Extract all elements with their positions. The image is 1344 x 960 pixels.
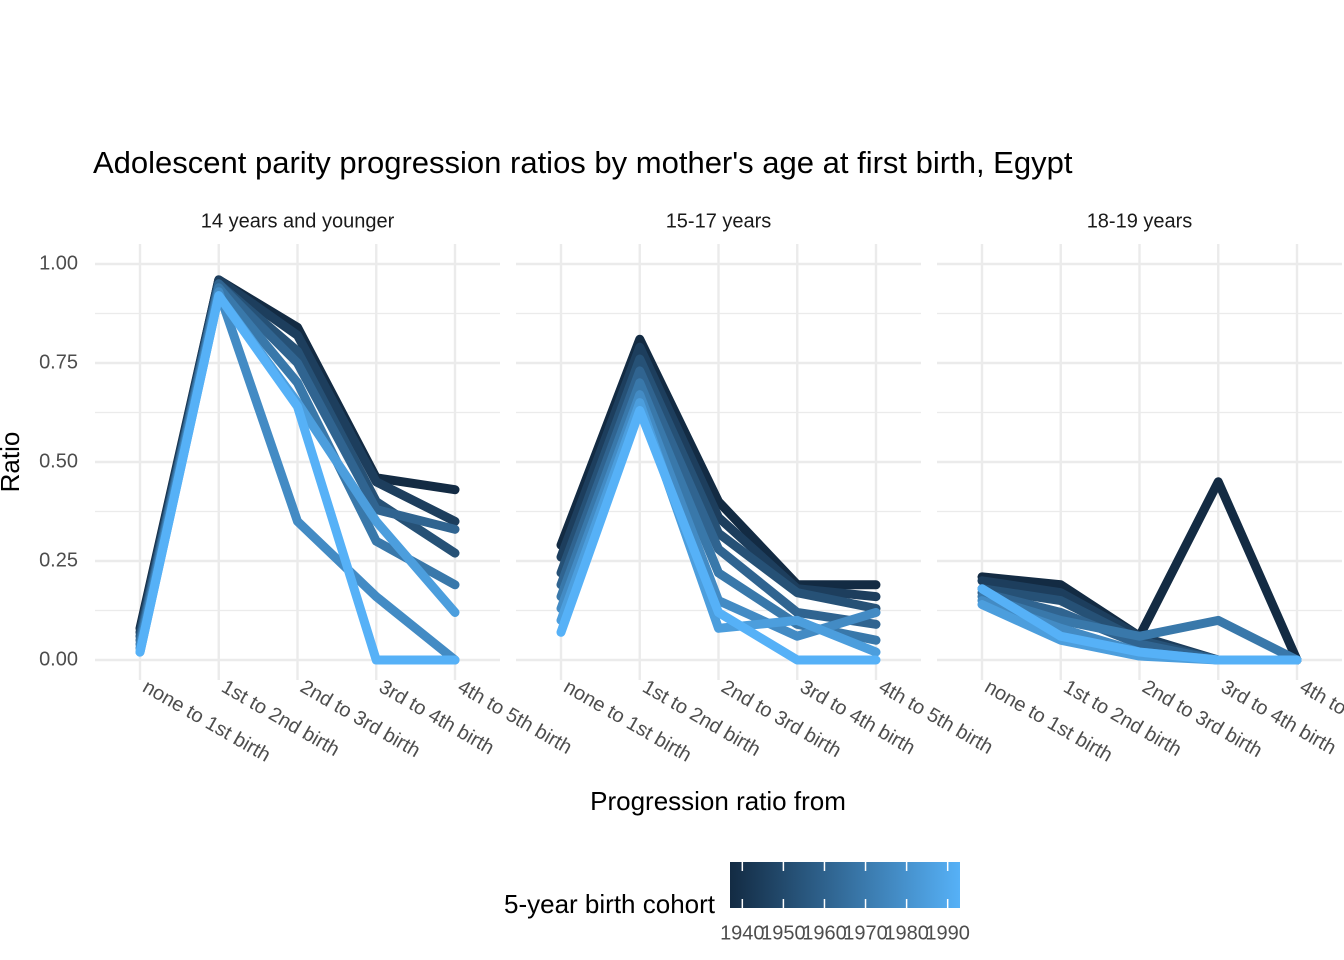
x-axis-label: Progression ratio from bbox=[590, 786, 846, 816]
colorbar bbox=[730, 862, 960, 908]
colorbar-tick-label: 1970 bbox=[843, 922, 888, 944]
colorbar-tick-label: 1990 bbox=[925, 922, 970, 944]
colorbar-tick-label: 1980 bbox=[884, 922, 929, 944]
series-line bbox=[556, 342, 881, 602]
legend-title: 5-year birth cohort bbox=[504, 889, 716, 919]
y-tick-label: 0.75 bbox=[39, 351, 78, 373]
series-line bbox=[977, 592, 1302, 665]
y-axis-label: Ratio bbox=[0, 432, 25, 493]
y-tick-label: 0.50 bbox=[39, 450, 78, 472]
y-tick-label: 1.00 bbox=[39, 252, 78, 274]
y-tick-label: 0.00 bbox=[39, 648, 78, 670]
colorbar-tick-label: 1960 bbox=[802, 922, 847, 944]
colorbar-tick-label: 1950 bbox=[761, 922, 806, 944]
series-line bbox=[977, 584, 1302, 665]
series-line bbox=[556, 406, 881, 665]
facet-title: 14 years and younger bbox=[201, 210, 395, 232]
facet-title: 18-19 years bbox=[1087, 210, 1193, 232]
colorbar-tick-label: 1940 bbox=[720, 922, 765, 944]
y-tick-label: 0.25 bbox=[39, 549, 78, 571]
facet-title: 15-17 years bbox=[666, 210, 772, 232]
series-line bbox=[135, 291, 460, 665]
chart-title: Adolescent parity progression ratios by … bbox=[93, 145, 1073, 180]
